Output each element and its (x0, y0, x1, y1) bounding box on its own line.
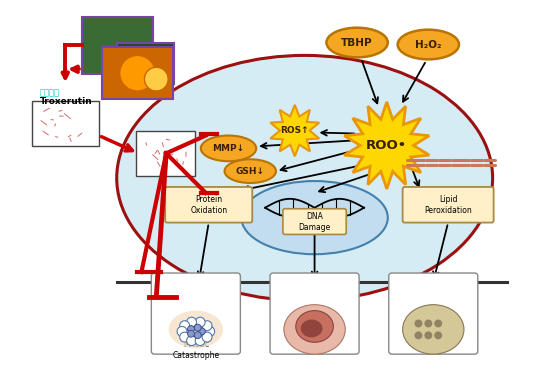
Circle shape (199, 328, 205, 335)
FancyBboxPatch shape (403, 187, 493, 223)
Ellipse shape (224, 159, 276, 183)
Circle shape (145, 67, 168, 91)
Circle shape (180, 321, 190, 331)
Text: Lipid
Peroxidation: Lipid Peroxidation (424, 195, 472, 215)
Text: MMP↓: MMP↓ (212, 144, 245, 153)
Circle shape (186, 336, 196, 346)
Ellipse shape (241, 181, 388, 254)
Text: GSH↓: GSH↓ (236, 167, 265, 176)
FancyBboxPatch shape (135, 131, 195, 176)
Ellipse shape (296, 311, 333, 342)
FancyBboxPatch shape (270, 273, 359, 354)
FancyBboxPatch shape (389, 273, 478, 354)
Text: ROO•: ROO• (366, 139, 408, 152)
Circle shape (188, 326, 195, 333)
FancyBboxPatch shape (32, 101, 99, 146)
Circle shape (425, 319, 432, 327)
Circle shape (195, 336, 205, 346)
Text: DNA
Damage: DNA Damage (299, 212, 331, 232)
Circle shape (177, 326, 187, 336)
FancyBboxPatch shape (165, 187, 252, 223)
Text: 曲克芯丁: 曲克芯丁 (40, 88, 59, 97)
Text: Mitotic
Catastrophe: Mitotic Catastrophe (172, 340, 219, 360)
Circle shape (434, 319, 442, 327)
FancyBboxPatch shape (117, 43, 174, 84)
Ellipse shape (327, 28, 388, 57)
Ellipse shape (284, 305, 345, 354)
Circle shape (188, 330, 195, 337)
Circle shape (425, 331, 432, 339)
Text: Necrosis: Necrosis (417, 340, 449, 349)
Ellipse shape (169, 311, 223, 348)
Text: Troxerutin: Troxerutin (40, 97, 92, 106)
FancyBboxPatch shape (283, 209, 346, 234)
Circle shape (195, 317, 205, 327)
Ellipse shape (301, 319, 322, 337)
Ellipse shape (403, 305, 464, 354)
Polygon shape (270, 105, 319, 156)
Text: TBHP: TBHP (342, 38, 373, 47)
Text: ROS↑: ROS↑ (280, 126, 309, 135)
Circle shape (186, 317, 196, 327)
Circle shape (180, 332, 190, 342)
FancyBboxPatch shape (102, 47, 173, 99)
Circle shape (415, 331, 422, 339)
Circle shape (194, 324, 201, 331)
Circle shape (434, 331, 442, 339)
Circle shape (415, 319, 422, 327)
Circle shape (205, 326, 214, 336)
Circle shape (194, 332, 201, 339)
Text: Protein
Oxidation: Protein Oxidation (190, 195, 227, 215)
Text: Apoptosis: Apoptosis (296, 340, 333, 349)
Polygon shape (344, 102, 429, 189)
FancyBboxPatch shape (151, 273, 240, 354)
FancyBboxPatch shape (82, 17, 153, 74)
Ellipse shape (117, 55, 493, 301)
Ellipse shape (398, 30, 459, 59)
Text: H₂O₂: H₂O₂ (415, 39, 442, 50)
Circle shape (202, 321, 212, 331)
Ellipse shape (201, 135, 256, 161)
Circle shape (202, 332, 212, 342)
Circle shape (120, 55, 155, 91)
